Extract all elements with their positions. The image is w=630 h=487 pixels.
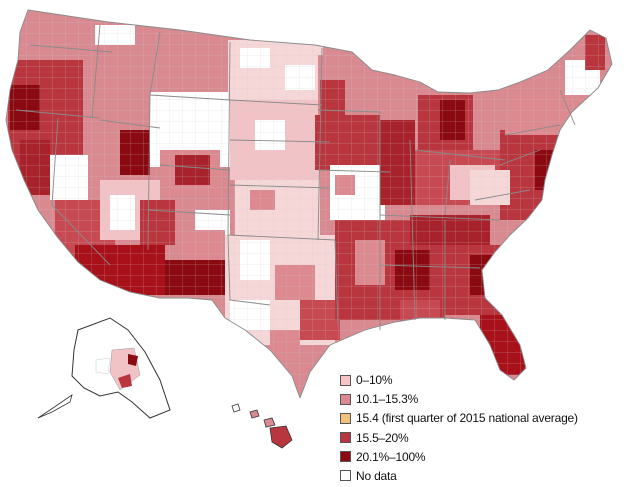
legend-label: 15.5–20% [356,430,409,445]
legend-swatch [340,470,351,482]
legend-label: 10.1–15.3% [356,392,419,407]
legend-swatch [340,374,351,386]
legend-item: 0–10% [340,371,626,389]
legend-swatch [340,451,351,463]
legend-item: 15.5–20% [340,429,626,447]
legend-item: 20.1%–100% [340,448,626,466]
hawaii [231,403,293,449]
legend-swatch [340,393,351,405]
legend-label: No data [356,468,397,483]
legend-item: No data [340,467,626,485]
legend-item: 10.1–15.3% [340,390,626,408]
map-legend: 0–10% 10.1–15.3% 15.4 (first quarter of … [340,371,626,486]
state-borders [15,24,576,330]
alaska [37,317,171,419]
legend-label: 20.1%–100% [356,449,426,464]
legend-swatch [340,432,351,444]
legend-label: 15.4 (first quarter of 2015 national ave… [356,411,578,426]
legend-label: 0–10% [356,373,393,387]
legend-swatch [340,412,351,424]
legend-item: 15.4 (first quarter of 2015 national ave… [340,409,626,427]
